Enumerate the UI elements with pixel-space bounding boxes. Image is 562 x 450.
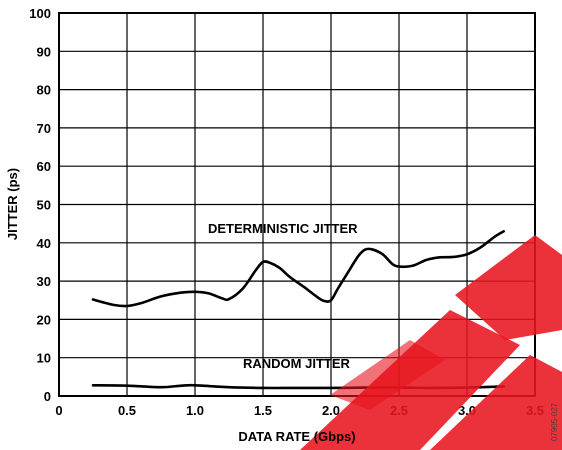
x-tick-label: 0.5 [118,403,136,418]
x-tick-label: 1.5 [254,403,272,418]
x-axis-title: DATA RATE (Gbps) [238,429,355,444]
y-tick-label: 30 [37,274,51,289]
y-tick-label: 0 [44,389,51,404]
y-tick-label: 50 [37,198,51,213]
y-tick-label: 60 [37,159,51,174]
y-tick-label: 20 [37,312,51,327]
y-tick-label: 10 [37,351,51,366]
y-tick-label: 90 [37,44,51,59]
x-tick-label: 0 [55,403,62,418]
plot-frame [58,12,536,397]
y-tick-label: 100 [29,6,51,21]
annotation-random-jitter: RANDOM JITTER [243,356,351,371]
x-tick-label: 2.0 [322,403,340,418]
annotation-deterministic-jitter: DETERMINISTIC JITTER [208,221,358,236]
figure-id: 07905-027 [550,402,559,441]
y-tick-label: 80 [37,83,51,98]
y-tick-label: 40 [37,236,51,251]
watermark [300,235,562,450]
y-tick-labels: 0 10 20 30 40 50 60 70 80 90 100 [29,6,51,404]
grid [58,12,536,397]
x-tick-label: 1.0 [186,403,204,418]
y-tick-label: 70 [37,121,51,136]
series-line-deterministic-jitter [91,230,506,308]
y-axis-title: JITTER (ps) [5,168,20,240]
